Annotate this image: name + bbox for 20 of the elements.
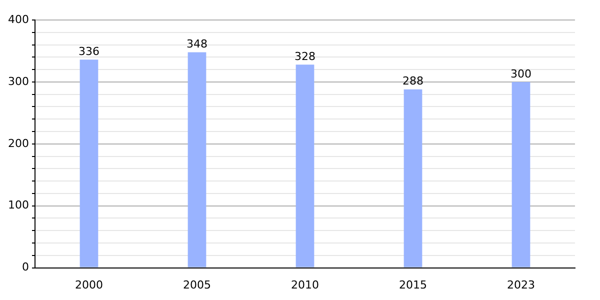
- y-tick-label: 0: [22, 260, 29, 274]
- data-label: 288: [402, 74, 424, 88]
- data-label: 300: [510, 67, 532, 80]
- x-tick-label: 2015: [399, 278, 427, 292]
- bar: [80, 60, 98, 268]
- x-tick-label: 2010: [291, 278, 319, 292]
- x-tick-label: 2005: [182, 278, 211, 292]
- data-label: 336: [78, 45, 100, 58]
- y-tick-label: 400: [8, 12, 29, 26]
- bar: [188, 52, 206, 268]
- bar: [512, 82, 530, 268]
- x-tick-label: 2023: [507, 278, 535, 292]
- y-tick-label: 300: [8, 74, 29, 88]
- bar: [404, 89, 422, 268]
- y-tick-label: 200: [8, 136, 29, 150]
- data-label: 348: [186, 38, 208, 51]
- data-label: 328: [294, 50, 316, 63]
- x-tick-label: 2000: [74, 278, 103, 292]
- y-tick-label: 100: [8, 198, 29, 212]
- bar: [296, 64, 314, 268]
